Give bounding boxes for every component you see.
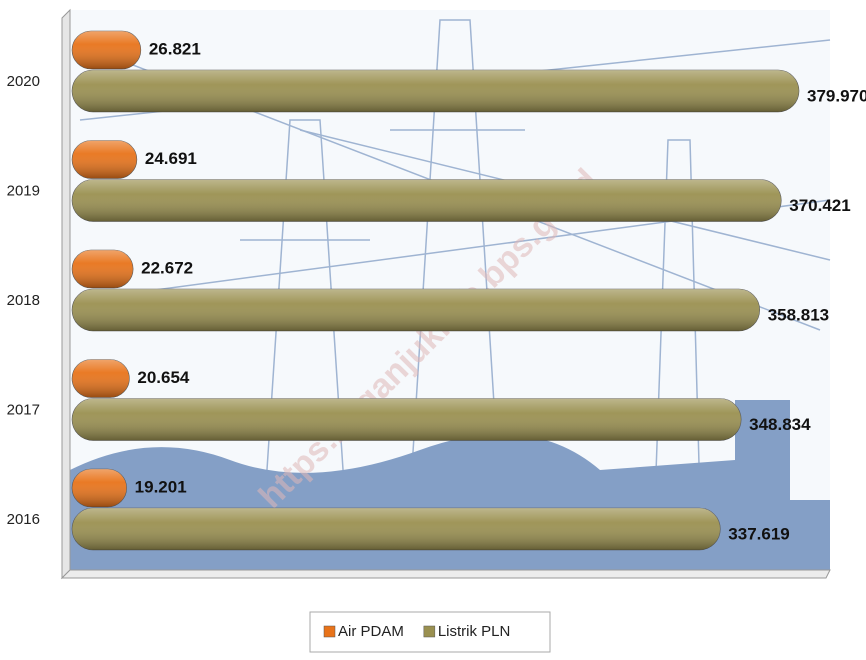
data-label: 348.834	[749, 415, 811, 434]
bar-shine	[72, 359, 130, 398]
bar-shine	[72, 469, 127, 507]
bar-shine	[72, 70, 799, 112]
bar-shine	[72, 250, 134, 288]
bar-shine	[72, 289, 760, 331]
legend-swatch	[323, 625, 336, 638]
legend-label: Listrik PLN	[438, 623, 511, 640]
y-tick-label: 2017	[7, 401, 40, 418]
bar-shine	[72, 508, 721, 550]
y-tick-label: 2019	[7, 182, 40, 199]
legend-label: Air PDAM	[338, 623, 404, 640]
y-tick-label: 2018	[7, 292, 40, 309]
back-wall	[61, 8, 71, 580]
data-label: 24.691	[145, 149, 197, 168]
data-label: 26.821	[149, 39, 201, 58]
bar-shine	[72, 179, 782, 222]
bar-shine	[72, 398, 742, 441]
data-label: 19.201	[135, 477, 187, 496]
floor	[60, 569, 831, 579]
data-label: 337.619	[728, 524, 789, 543]
legend-swatch	[423, 625, 436, 638]
y-tick-label: 2016	[7, 511, 40, 528]
y-tick-label: 2020	[7, 73, 40, 90]
data-label: 20.654	[137, 368, 190, 387]
data-label: 358.813	[768, 305, 829, 324]
bar-shine	[72, 140, 137, 179]
data-label: 370.421	[789, 196, 850, 215]
bar-shine	[72, 31, 141, 69]
data-label: 22.672	[141, 258, 193, 277]
data-label: 379.970	[807, 86, 866, 105]
